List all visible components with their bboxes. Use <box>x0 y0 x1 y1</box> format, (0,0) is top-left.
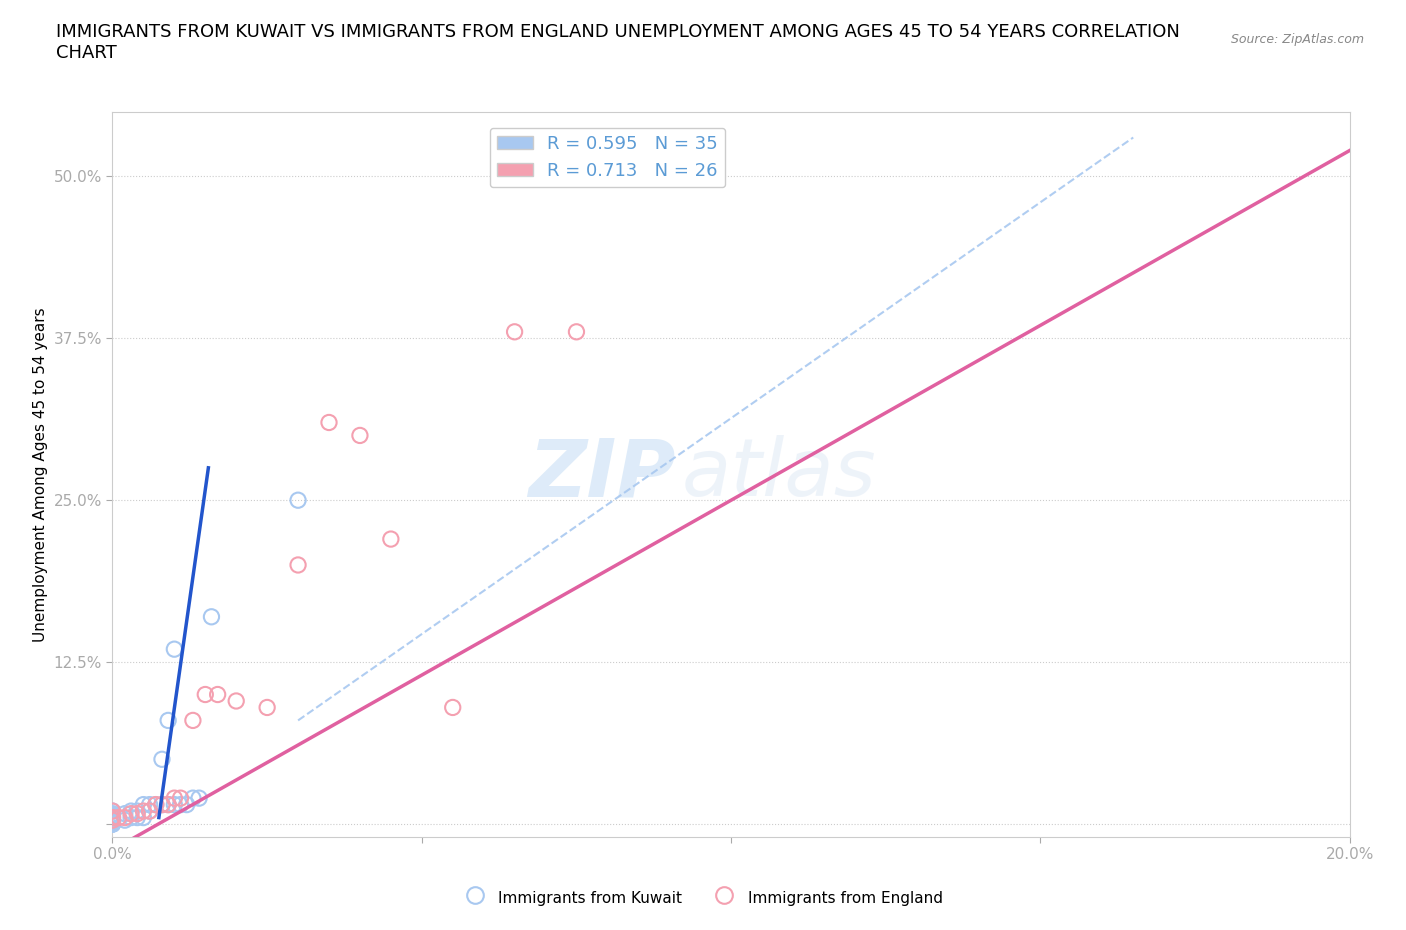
Point <box>101 804 124 818</box>
Point <box>138 804 160 818</box>
Point <box>318 415 340 430</box>
Point <box>150 751 173 766</box>
Text: Source: ZipAtlas.com: Source: ZipAtlas.com <box>1230 33 1364 46</box>
Point <box>120 806 142 821</box>
Point <box>101 806 124 821</box>
Point <box>132 797 155 812</box>
Point <box>127 810 149 825</box>
Point <box>101 811 124 827</box>
Point <box>157 797 180 812</box>
Point <box>163 797 186 812</box>
Point <box>101 817 124 831</box>
Point <box>503 325 526 339</box>
Point <box>169 790 191 805</box>
Point <box>225 694 247 709</box>
Point <box>101 813 124 828</box>
Point <box>101 817 124 831</box>
Point <box>132 810 155 825</box>
Point <box>101 810 124 825</box>
Point <box>565 325 588 339</box>
Point <box>169 797 191 812</box>
Point <box>157 797 180 812</box>
Point <box>163 642 186 657</box>
Point <box>287 493 309 508</box>
Point <box>107 810 129 825</box>
Text: IMMIGRANTS FROM KUWAIT VS IMMIGRANTS FROM ENGLAND UNEMPLOYMENT AMONG AGES 45 TO : IMMIGRANTS FROM KUWAIT VS IMMIGRANTS FRO… <box>56 23 1180 62</box>
Point <box>194 687 217 702</box>
Point <box>145 797 167 812</box>
Point <box>150 797 173 812</box>
Point <box>138 797 160 812</box>
Point <box>287 558 309 573</box>
Legend: R = 0.595   N = 35, R = 0.713   N = 26: R = 0.595 N = 35, R = 0.713 N = 26 <box>489 128 725 187</box>
Legend: Immigrants from Kuwait, Immigrants from England: Immigrants from Kuwait, Immigrants from … <box>457 883 949 913</box>
Point <box>101 817 124 831</box>
Point <box>138 804 160 818</box>
Point <box>157 713 180 728</box>
Point <box>176 797 198 812</box>
Point <box>181 790 204 805</box>
Point <box>101 807 124 822</box>
Point <box>200 609 222 624</box>
Point <box>127 806 149 821</box>
Point <box>150 797 173 812</box>
Point <box>101 814 124 829</box>
Point <box>441 700 464 715</box>
Point <box>101 810 124 825</box>
Point <box>207 687 229 702</box>
Point <box>114 810 136 825</box>
Point <box>114 813 136 828</box>
Text: ZIP: ZIP <box>529 435 675 513</box>
Point <box>349 428 371 443</box>
Point <box>380 532 402 547</box>
Point <box>145 797 167 812</box>
Text: atlas: atlas <box>682 435 876 513</box>
Point <box>188 790 211 805</box>
Point <box>120 804 142 818</box>
Point <box>132 804 155 818</box>
Point <box>114 806 136 821</box>
Y-axis label: Unemployment Among Ages 45 to 54 years: Unemployment Among Ages 45 to 54 years <box>32 307 48 642</box>
Point <box>101 813 124 828</box>
Point <box>120 810 142 825</box>
Point <box>101 809 124 824</box>
Point <box>127 804 149 818</box>
Point <box>181 713 204 728</box>
Point <box>101 816 124 830</box>
Point <box>256 700 278 715</box>
Point <box>163 790 186 805</box>
Point <box>101 804 124 818</box>
